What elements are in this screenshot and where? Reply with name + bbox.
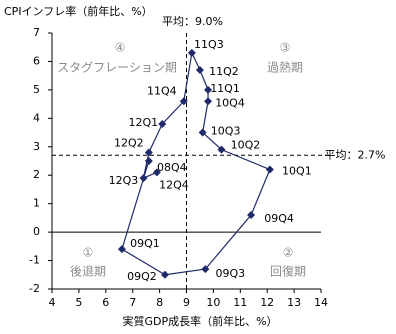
y-mean-label: 平均：2.7% — [325, 148, 386, 161]
x-tick-label: 11 — [233, 296, 247, 309]
quadrant-label: 後退期 — [70, 265, 106, 279]
point-label: 10Q2 — [231, 139, 261, 152]
y-tick-label: 6 — [33, 54, 40, 67]
point — [217, 145, 226, 154]
point-label: 11Q3 — [194, 38, 224, 51]
x-tick-label: 12 — [260, 296, 274, 309]
y-tick-label: 7 — [33, 26, 40, 39]
x-tick-label: 10 — [206, 296, 220, 309]
y-tick-label: -2 — [29, 282, 40, 295]
y-tick-label: -1 — [29, 254, 40, 267]
x-tick-label: 5 — [75, 296, 82, 309]
quadrant-label: スタグフレーション期 — [57, 61, 177, 75]
point — [144, 148, 153, 157]
point — [198, 128, 207, 137]
x-tick-label: 6 — [102, 296, 109, 309]
point-label: 10Q3 — [211, 125, 241, 138]
quadrant-number: ① — [83, 246, 94, 260]
point — [195, 65, 204, 74]
point-label: 11Q2 — [209, 65, 239, 78]
y-tick-label: 5 — [33, 83, 40, 96]
point — [265, 165, 274, 174]
point — [204, 85, 213, 94]
point — [201, 265, 210, 274]
point-label: 10Q1 — [282, 165, 312, 178]
y-tick-label: 2 — [33, 168, 40, 181]
point — [247, 211, 256, 220]
x-tick-label: 13 — [287, 296, 301, 309]
point — [204, 97, 213, 106]
x-tick-label: 8 — [156, 296, 163, 309]
quadrant-number: ③ — [280, 41, 291, 55]
quadrant-label: 過熱期 — [267, 61, 303, 75]
quadrant-number: ④ — [115, 41, 126, 55]
point — [117, 245, 126, 254]
point-label: 11Q4 — [147, 84, 177, 97]
point — [144, 157, 153, 165]
point-label: 09Q1 — [130, 237, 160, 250]
point — [158, 120, 167, 129]
quadrant-label: 回復期 — [270, 264, 306, 279]
point — [139, 174, 148, 183]
y-tick-label: 0 — [33, 225, 40, 238]
point — [152, 168, 161, 177]
point-label: 09Q4 — [264, 212, 294, 225]
point-label: 10Q4 — [215, 96, 245, 109]
x-tick-label: 9 — [183, 296, 190, 309]
point — [160, 270, 169, 279]
point — [179, 97, 188, 106]
point-label: 12Q3 — [109, 174, 139, 187]
x-tick-label: 14 — [314, 296, 328, 309]
point-label: 09Q2 — [127, 270, 157, 283]
x-mean-label: 平均：9.0% — [162, 15, 223, 28]
point-label: 12Q4 — [159, 178, 189, 191]
y-tick-label: 4 — [33, 111, 40, 124]
point-label: 09Q3 — [216, 267, 246, 280]
x-tick-label: 4 — [49, 296, 56, 309]
x-tick-label: 7 — [129, 296, 136, 309]
point — [187, 48, 196, 57]
point-label: 12Q1 — [128, 116, 158, 129]
y-tick-label: 1 — [33, 197, 40, 210]
x-axis-title: 実質GDP成長率（前年比、%） — [122, 314, 277, 328]
y-axis-title: CPIインフレ率（前年比、%） — [4, 4, 153, 18]
point-label: 11Q1 — [210, 82, 240, 95]
point-label: 12Q2 — [114, 136, 144, 149]
point-label: 08Q4 — [157, 161, 187, 174]
y-tick-label: 3 — [33, 140, 40, 153]
quadrant-number: ② — [283, 246, 294, 260]
